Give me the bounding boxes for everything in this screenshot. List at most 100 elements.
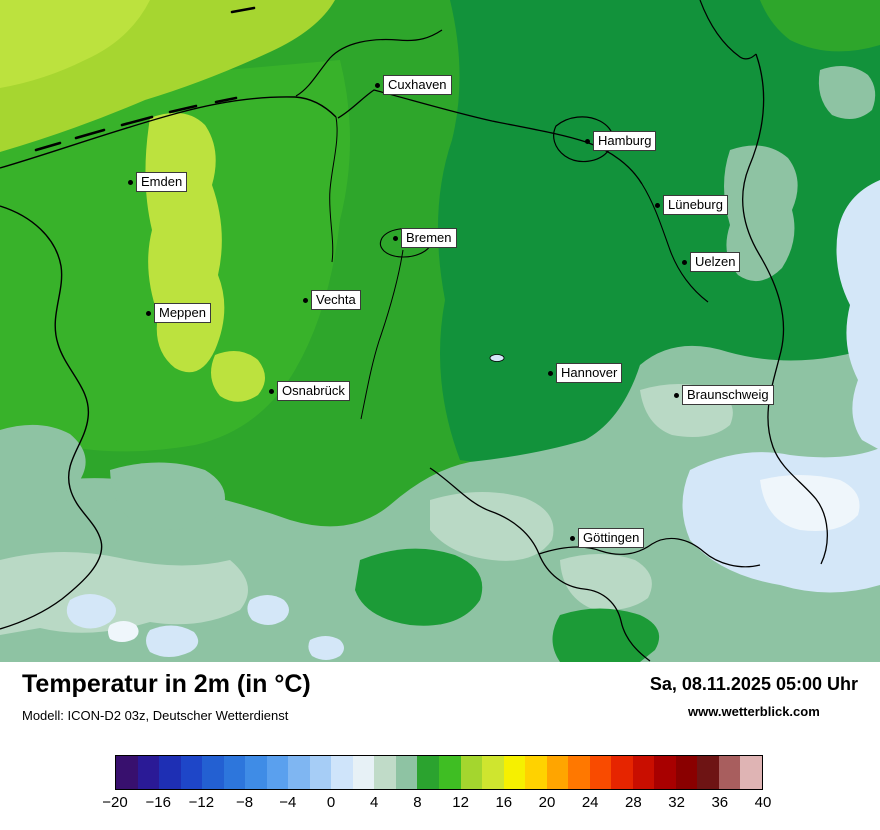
colorbar-tick-label: 32	[668, 794, 685, 811]
city-dot	[655, 202, 660, 208]
city-label: Vechta	[311, 290, 361, 310]
region-sage-patch-ne-corner	[818, 66, 876, 119]
colorbar-tick-label: 8	[413, 794, 422, 811]
region-sagelight-center	[430, 491, 554, 561]
colorbar-tick-label: 28	[625, 794, 642, 811]
border-weser-estuary	[329, 116, 338, 263]
city-marker: Osnabrück	[269, 381, 350, 401]
colorbar-segment	[417, 756, 439, 789]
city-marker: Hamburg	[585, 131, 657, 151]
colorbar-segment	[223, 756, 246, 789]
border-elbe-southeast	[641, 183, 709, 303]
region-sagelight-sw	[0, 551, 248, 635]
colorbar-segment	[309, 756, 332, 789]
city-label: Lüneburg	[663, 195, 728, 215]
colorbar-tick-label: 36	[711, 794, 729, 811]
city-dot	[682, 259, 687, 265]
colorbar-wrap: −20 −16 −12 −8 −4 0 4 8 12 16 20 24 28 32 36 40	[102, 755, 771, 812]
city-marker: Braunschweig	[674, 385, 774, 405]
colorbar-segment	[482, 756, 504, 789]
border-east-state	[742, 53, 828, 565]
colorbar-tick-label: 12	[452, 794, 469, 811]
region-lightblue-sw-1	[66, 594, 116, 629]
city-label: Osnabrück	[277, 381, 350, 401]
region-east-dark-green	[437, 0, 880, 464]
colorbar-segment	[503, 756, 526, 789]
colorbar-tick-label: −4	[279, 794, 297, 811]
website-link[interactable]: www.wetterblick.com	[688, 704, 820, 719]
colorbar-tick-label: 4	[370, 794, 379, 811]
colorbar-segment	[546, 756, 569, 789]
city-label: Emden	[136, 172, 188, 192]
city-label: Bremen	[401, 228, 457, 248]
colorbar-segment	[568, 756, 590, 789]
city-marker: Göttingen	[570, 528, 645, 548]
colorbar-ticks: −20 −16 −12 −8 −4 0 4 8 12 16 20 24 28 32 36 40	[102, 790, 771, 812]
colorbar-segment	[718, 756, 741, 789]
city-dot	[570, 535, 575, 541]
colorbar-segment	[159, 756, 181, 789]
city-marker: Lüneburg	[655, 195, 728, 215]
colorbar-segment	[352, 756, 375, 789]
colorbar-tick-label: 40	[754, 794, 772, 811]
city-marker: Bremen	[393, 228, 457, 248]
colorbar-segment	[202, 756, 224, 789]
colorbar-segment	[245, 756, 267, 789]
colorbar-segment	[589, 756, 612, 789]
colorbar-segment	[288, 756, 310, 789]
city-label: Uelzen	[690, 252, 741, 272]
region-green-tongue-south	[355, 548, 483, 626]
colorbar-segment	[180, 756, 203, 789]
colorbar-tick-label: −12	[188, 794, 215, 811]
city-marker: Hannover	[548, 363, 623, 383]
weser-river	[360, 249, 404, 420]
colorbar-segment	[654, 756, 676, 789]
colorbar-segment	[137, 756, 160, 789]
city-dot	[269, 388, 274, 394]
colorbar-segment	[525, 756, 547, 789]
colorbar	[115, 755, 763, 790]
border-south-state	[429, 467, 651, 662]
colorbar-tick-label: 0	[326, 794, 336, 811]
region-ne-corner-green	[760, 0, 880, 52]
city-marker: Cuxhaven	[375, 75, 452, 95]
colorbar-tick-label: −16	[145, 794, 171, 811]
colorbar-segment	[331, 756, 353, 789]
footer: Temperatur in 2m (in °C) Modell: ICON-D2…	[0, 662, 880, 830]
region-lightblue-east-edge	[836, 180, 880, 450]
city-label: Cuxhaven	[383, 75, 452, 95]
region-white-southeast	[760, 475, 860, 531]
forecast-datetime: Sa, 08.11.2025 05:00 Uhr	[649, 674, 858, 694]
colorbar-tick-label: 24	[581, 794, 599, 811]
region-lightblue-sw-4	[308, 636, 344, 660]
city-label: Göttingen	[578, 528, 645, 548]
border-coastline	[0, 96, 337, 169]
colorbar-segment	[374, 756, 396, 789]
region-osnabrueck-bright-spot	[211, 351, 265, 402]
footer-right-block: Sa, 08.11.2025 05:00 Uhr www.wetterblick…	[650, 674, 858, 719]
colorbar-tick-label: 20	[538, 794, 556, 811]
city-dot	[393, 235, 398, 241]
frisian-islands	[34, 6, 256, 152]
region-sage-patch-northeast	[724, 145, 798, 282]
border-elbe-north-coast	[295, 29, 443, 97]
region-green-south-center	[552, 608, 660, 662]
colorbar-segment	[697, 756, 719, 789]
region-white-sw	[108, 621, 139, 642]
model-info: Modell: ICON-D2 03z, Deutscher Wetterdie…	[22, 708, 289, 723]
colorbar-segment	[675, 756, 698, 789]
colorbar-segment	[266, 756, 289, 789]
city-dot	[128, 179, 133, 185]
page-title: Temperatur in 2m (in °C)	[22, 670, 311, 698]
city-marker: Uelzen	[682, 252, 741, 272]
city-dot	[375, 82, 380, 88]
colorbar-segment	[460, 756, 483, 789]
city-marker: Vechta	[303, 290, 361, 310]
colorbar-segment	[438, 756, 461, 789]
city-dot	[303, 297, 308, 303]
border-netherlands	[0, 205, 103, 630]
region-sage-patch-midleft	[110, 462, 225, 530]
city-dot	[674, 392, 679, 398]
colorbar-tick-label: −20	[102, 794, 128, 811]
city-marker: Emden	[128, 172, 188, 192]
